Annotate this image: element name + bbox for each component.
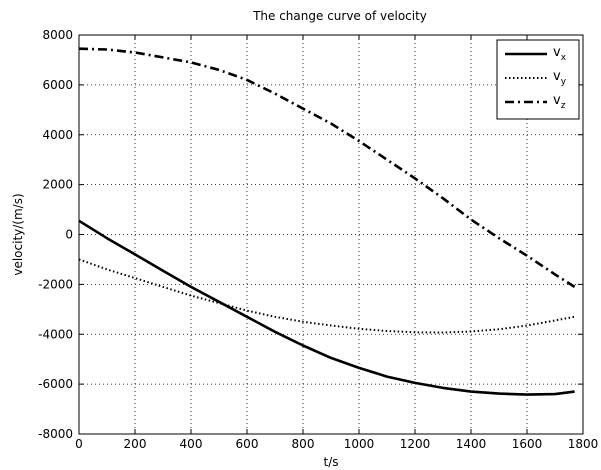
x-tick-label: 400 — [180, 437, 203, 451]
x-tick-label: 0 — [75, 437, 83, 451]
series-line-vx — [78, 219, 575, 396]
grid-lines — [79, 35, 583, 434]
y-tick-label: -2000 — [38, 277, 73, 291]
y-tick-label: -4000 — [38, 327, 73, 341]
legend-box — [496, 39, 580, 120]
y-tick-label: -6000 — [38, 377, 73, 391]
chart-title: The change curve of velocity — [252, 9, 427, 23]
x-tick-label: 1400 — [456, 437, 487, 451]
y-tick-label: 8000 — [42, 28, 73, 42]
series-line-vy — [78, 258, 575, 334]
legend-label-vy: vy — [553, 69, 567, 87]
y-axis-label: velocity/(m/s) — [11, 193, 25, 275]
x-tick-label: 800 — [292, 437, 315, 451]
x-tick-label: 1800 — [568, 437, 599, 451]
y-tick-label: 2000 — [42, 178, 73, 192]
x-axis-label: t/s — [324, 455, 339, 469]
x-tick-label: 1600 — [512, 437, 543, 451]
y-tick-label: 4000 — [42, 128, 73, 142]
x-tick-label: 1000 — [344, 437, 375, 451]
y-tick-label: -8000 — [38, 427, 73, 441]
series-lines — [78, 47, 576, 396]
series-line-vz — [78, 47, 576, 288]
x-tick-label: 200 — [124, 437, 147, 451]
legend: vx vy vz — [496, 39, 580, 120]
legend-label-vx: vx — [553, 45, 567, 63]
y-tick-label: 6000 — [42, 78, 73, 92]
x-tick-label: 1200 — [400, 437, 431, 451]
y-tick-label: 0 — [65, 228, 73, 242]
legend-label-vz: vz — [553, 93, 566, 111]
axis-ticks: 0 200 400 600 800 1000 1200 1400 1600 1800 -8000 -6… — [38, 28, 598, 451]
x-tick-label: 600 — [236, 437, 259, 451]
